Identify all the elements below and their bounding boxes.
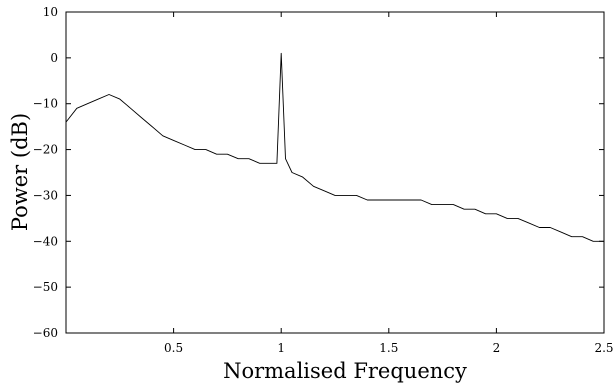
- y-tick-label: 0: [50, 51, 58, 65]
- x-tick-label: 2.5: [594, 341, 613, 355]
- series-layer: [65, 52, 604, 242]
- power-series-line: [65, 52, 604, 242]
- x-tick-label: 2: [493, 341, 501, 355]
- y-axis: 10 0 −10 −20 −30 −40 −50 −60: [33, 5, 604, 340]
- y-tick-label: −50: [33, 280, 58, 294]
- y-tick-label: −30: [33, 188, 58, 202]
- plot-frame: [65, 11, 605, 334]
- y-tick-label: −10: [33, 97, 58, 111]
- x-axis-title: Normalised Frequency: [223, 359, 467, 383]
- y-axis-title: Power (dB): [8, 113, 32, 231]
- y-tick-label: −40: [33, 234, 58, 248]
- x-tick-label: 1.5: [379, 341, 398, 355]
- y-tick-label: 10: [43, 5, 58, 19]
- x-tick-label: 0.5: [164, 341, 183, 355]
- y-tick-label: −20: [33, 143, 58, 157]
- x-axis: 0.5 1 1.5 2 2.5: [164, 12, 614, 355]
- y-tick-label: −60: [33, 326, 58, 340]
- x-tick-label: 1: [277, 341, 285, 355]
